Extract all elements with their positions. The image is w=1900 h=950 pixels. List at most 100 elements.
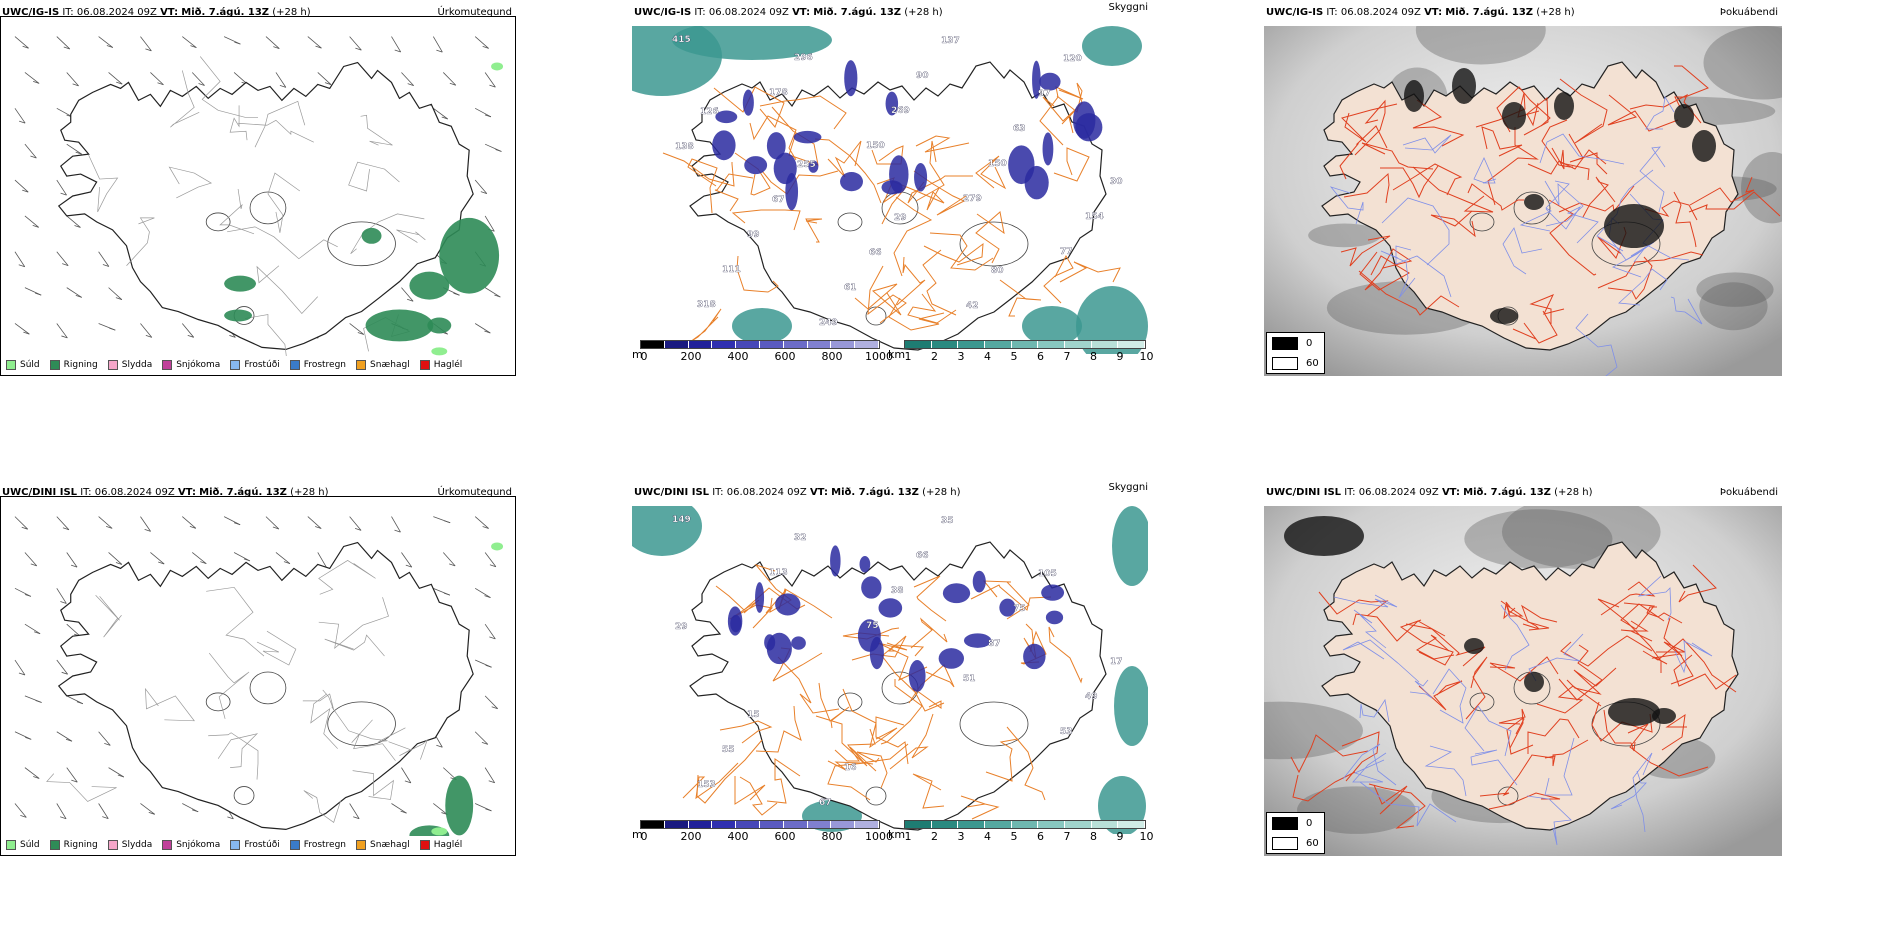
wind-barb-flag [494,294,501,298]
wind-barb-flag [198,83,205,86]
scale-tick: 3 [957,830,965,843]
legend-swatch [6,360,16,370]
legend-swatch [162,840,173,850]
cloud-base-area [808,160,819,173]
road-line [1430,210,1476,238]
road-line [1292,771,1356,802]
legend-swatch [289,840,300,850]
vt-value: Mið. 7.ágú. 13Z [181,7,270,18]
road-line [208,732,259,780]
wind-barb-flag [441,116,448,120]
legend-item: Slydda [107,840,152,850]
road-line [1597,598,1662,673]
cloud-base-area [908,660,926,692]
wind-barb-flag [24,594,32,597]
wind-barb [66,623,81,637]
wind-barb-flag [407,298,414,302]
road-line [1544,739,1589,767]
legend-swatch [49,840,60,850]
wind-barb-flag [75,151,82,155]
road-line [891,180,945,211]
fog-band [1308,223,1381,248]
scale-step [831,821,856,828]
wind-barb-flag [444,520,451,524]
panel-title: Þokuábendi [1719,7,1778,18]
wind-barb-flag [106,526,113,529]
road-line [1627,723,1709,777]
glacier-outline [327,221,396,267]
cloud-base-area [1041,584,1065,601]
cloud-base-area [881,180,903,195]
key-row: 0 [1267,813,1324,833]
wind-barb-flag [404,780,411,784]
road-line [1470,749,1518,786]
cloud-base-area [844,60,858,97]
cloud-base-area [712,130,736,161]
fog-band [1703,26,1782,100]
rain-area [439,217,500,294]
scale-tick: 600 [774,350,796,363]
road-line [1333,594,1398,608]
wind-barb-flag [22,45,29,49]
wind-barb-flag [32,224,39,228]
scale-tick: 10 [1139,830,1154,843]
road-line [1527,149,1607,175]
wind-barb [265,36,280,49]
scale-tick: 6 [1037,830,1044,843]
cloud-height-label: 149 [672,515,691,525]
legend-item: Snæhagl [356,360,410,370]
lead-time: (+28 h) [1554,487,1593,498]
road-line [1673,654,1737,690]
scale-tick: 200 [680,350,702,363]
road-line [1674,640,1713,674]
road-line [923,242,984,266]
key-value: 60 [1306,837,1319,849]
panel-title: Úrkomutegund [437,487,512,498]
wind-barb-flag [491,706,498,710]
road-line [1053,147,1090,182]
cloud-height-label: 137 [941,36,960,46]
legend-label: Frostúði [244,360,280,370]
road-line [1352,752,1387,783]
fog-dense-area [1652,708,1676,724]
cloud-base-area [1032,60,1041,99]
glacier-outline [959,701,1029,747]
scale-tick: 9 [1116,830,1124,843]
legend-swatch [419,840,430,850]
wind-barb-flag [21,526,28,530]
wind-barb-flag [190,45,197,49]
road-line [1656,617,1686,657]
road-line [749,115,797,161]
wind-barb [140,803,155,815]
road-line [1610,770,1647,810]
iceland-outline [57,541,474,830]
road-line [1512,310,1558,344]
scale-step [1038,821,1066,828]
wind-barb [433,803,448,815]
scale-tick: 10 [1139,350,1154,363]
road-line [759,95,847,130]
fog-dense-area [1284,516,1364,556]
glacier-outline [959,221,1029,267]
road-line [687,158,718,214]
wind-barb-flag [18,672,26,676]
panel-header: UWC/IG-IS IT: 06.08.2024 09Z VT: Mið. 7.… [1266,7,1575,18]
wind-barb [56,516,70,531]
wind-barb-flag [273,46,280,49]
low-visibility-area [672,26,832,60]
wind-barb-flag [449,82,456,86]
lead-time: (+28 h) [904,7,943,18]
wind-barb [14,108,26,124]
road-line [880,679,923,745]
road-line [310,693,338,749]
cloud-height-label: 38 [891,586,904,596]
fog-dense-area [1404,80,1424,112]
road-line [1558,644,1603,701]
road-line [912,687,945,712]
legend-item: Snjókoma [162,360,220,370]
road-line [1521,604,1558,631]
fog-dense-area [1490,308,1518,324]
road-line [1528,633,1584,682]
road-line [1502,227,1543,275]
scale-step [688,821,713,828]
